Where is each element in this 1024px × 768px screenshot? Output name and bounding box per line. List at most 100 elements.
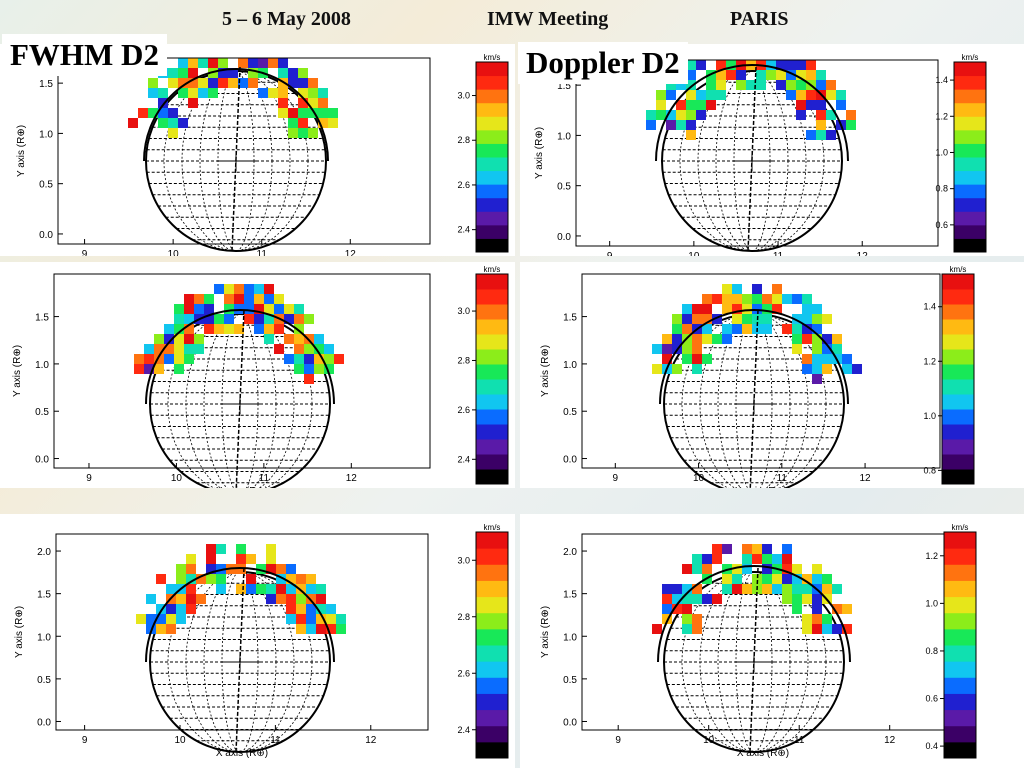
heatmap-cell (188, 68, 198, 78)
colorbar-stripe (476, 224, 508, 239)
heatmap-cell (216, 574, 226, 584)
colorbar-stripe (476, 197, 508, 212)
x-tick-label: 10 (168, 249, 180, 256)
colorbar-tick-label: 2.4 (457, 725, 470, 735)
heatmap-cell (228, 78, 238, 88)
heatmap-cell (326, 604, 336, 614)
heatmap-cell (682, 614, 692, 624)
heatmap-cell (156, 624, 166, 634)
heatmap-cell (254, 314, 264, 324)
heatmap-cell (184, 354, 194, 364)
colorbar-tick-label: 0.6 (925, 694, 938, 704)
heatmap-cell (224, 284, 234, 294)
colorbar-stripe (476, 102, 508, 117)
x-tick-label: 9 (86, 473, 92, 484)
heatmap-cell (776, 60, 786, 70)
colorbar-stripe (476, 394, 508, 410)
x-tick-label: 11 (773, 251, 784, 256)
y-tick-label: 0.5 (563, 675, 577, 686)
colorbar-stripe (942, 349, 974, 365)
heatmap-cell (782, 544, 792, 554)
heatmap-cell (802, 364, 812, 374)
heatmap-cell (742, 544, 752, 554)
heatmap-cell (692, 364, 702, 374)
heatmap-cell (298, 108, 308, 118)
x-axis-label: X axis (R⊕) (735, 486, 787, 488)
heatmap-cell (208, 58, 218, 68)
colorbar-tick-label: 3.0 (457, 91, 470, 101)
heatmap-cell (752, 574, 762, 584)
heatmap-cell (702, 334, 712, 344)
heatmap-cell (736, 80, 746, 90)
heatmap-cell (652, 624, 662, 634)
heatmap-cell (184, 294, 194, 304)
fwhm-plot-row3: 9 10 11 12 0.0 0.5 1.0 1.5 2.0 X axis (R⊕) Y axis … (0, 514, 515, 768)
heatmap-cell (836, 100, 846, 110)
heatmap-cell (234, 294, 244, 304)
colorbar-stripe (476, 725, 508, 743)
heatmap-cell (314, 354, 324, 364)
heatmap-cell (742, 314, 752, 324)
heatmap-cell (294, 324, 304, 334)
heatmap-cell (174, 334, 184, 344)
heatmap-cell (702, 324, 712, 334)
colorbar-stripe (944, 564, 976, 581)
heatmap-cell (254, 304, 264, 314)
colorbar-stripe (476, 409, 508, 425)
heatmap-cell (772, 294, 782, 304)
heatmap-cell (306, 584, 316, 594)
plot-border (575, 59, 939, 247)
heatmap-cell (174, 354, 184, 364)
heatmap-cell (682, 564, 692, 574)
heatmap-cell (204, 314, 214, 324)
colorbar-stripe (476, 62, 508, 77)
colorbar-stripe (942, 364, 974, 380)
y-axis-label: Y axis (R⊕) (16, 125, 27, 177)
heatmap-cell (238, 78, 248, 88)
doppler-plot-row3: 9 10 11 12 0.0 0.5 1.0 1.5 2.0 X axis (R⊕) Y axis … (520, 514, 1024, 768)
colorbar-unit: km/s (484, 53, 501, 62)
heatmap-cell (756, 70, 766, 80)
heatmap-cell (762, 314, 772, 324)
meridian-line (203, 313, 277, 488)
colorbar-stripe (476, 379, 508, 395)
heatmap-cell (812, 324, 822, 334)
heatmap-cell (186, 604, 196, 614)
colorbar-stripe (954, 238, 986, 253)
colorbar-stripe (476, 612, 508, 630)
heatmap-cell (762, 304, 772, 314)
heatmap-cell (812, 334, 822, 344)
x-tick-label: 10 (688, 251, 700, 256)
heatmap-cell (666, 80, 676, 90)
heatmap-cell (802, 354, 812, 364)
colorbar-stripe (476, 580, 508, 598)
y-tick-label: 1.5 (37, 590, 51, 601)
heatmap-cell (274, 344, 284, 354)
y-tick-label: 0.0 (563, 717, 577, 728)
x-axis-label: X axis (R⊕) (216, 486, 268, 488)
colorbar-stripe (476, 157, 508, 172)
heatmap-cell (842, 364, 852, 374)
heatmap-cell (176, 594, 186, 604)
heatmap-cell (776, 70, 786, 80)
colorbar-stripe (476, 89, 508, 104)
heatmap-cell (294, 364, 304, 374)
heatmap-cell (672, 594, 682, 604)
heatmap-cell (782, 584, 792, 594)
heatmap-cell (296, 584, 306, 594)
heatmap-cell (722, 574, 732, 584)
colorbar-tick-label: 2.8 (457, 135, 470, 145)
heatmap-cell (158, 88, 168, 98)
heatmap-cell (706, 90, 716, 100)
heatmap-cell (666, 90, 676, 100)
colorbar-tick-label: 0.8 (925, 646, 938, 656)
heatmap-cell (198, 88, 208, 98)
meridian-line (199, 70, 273, 252)
meridian-line (167, 313, 313, 488)
heatmap-cell (772, 304, 782, 314)
heatmap-cell (752, 554, 762, 564)
heatmap-cell (224, 324, 234, 334)
heatmap-cell (686, 130, 696, 140)
y-tick-label: 1.5 (35, 313, 49, 324)
